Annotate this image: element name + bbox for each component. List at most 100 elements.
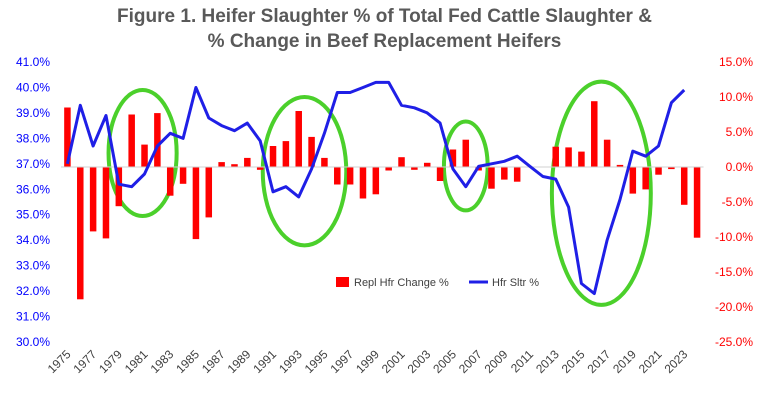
bar-2021 <box>655 167 662 175</box>
x-tick-label: 1991 <box>250 347 279 376</box>
highlight-ellipse-4 <box>549 79 653 307</box>
bar-2000 <box>385 167 392 171</box>
x-tick-label: 1997 <box>327 347 356 376</box>
x-tick-label: 2009 <box>482 347 511 376</box>
x-tick-label: 1989 <box>225 347 254 376</box>
left-tick-label: 40.0% <box>16 80 50 94</box>
x-tick-label: 2011 <box>508 347 536 375</box>
x-tick-label: 2013 <box>533 347 562 376</box>
bar-1986 <box>205 167 213 218</box>
bar-1989 <box>244 157 251 167</box>
left-axis: 30.0% 31.0% 32.0% 33.0% 34.0% 35.0% 36.0% 37.0%… <box>16 55 50 349</box>
left-tick-label: 33.0% <box>16 259 50 273</box>
bar-1990 <box>256 167 264 170</box>
bar-1984 <box>179 167 187 184</box>
x-tick-label: 2005 <box>430 347 459 376</box>
right-tick-label: -15.0% <box>715 265 753 279</box>
x-tick-label: 1977 <box>70 347 99 376</box>
bar-series <box>64 101 701 300</box>
left-tick-label: 35.0% <box>16 208 50 222</box>
right-tick-label: -5.0% <box>722 195 754 209</box>
left-tick-label: 32.0% <box>16 284 50 298</box>
left-tick-label: 41.0% <box>16 55 50 69</box>
left-tick-label: 30.0% <box>16 335 50 349</box>
highlight-ellipse-1 <box>106 88 179 218</box>
bar-1977 <box>89 167 97 232</box>
bar-2001 <box>398 157 405 167</box>
bar-2022 <box>668 167 675 170</box>
right-tick-label: -20.0% <box>715 300 753 314</box>
bar-1995 <box>321 157 328 167</box>
x-tick-label: 1979 <box>96 347 125 376</box>
x-tick-label: 1993 <box>276 347 305 376</box>
right-axis: -25.0% -20.0% -15.0% -10.0% -5.0% 0.0% 5.0% 10.… <box>715 55 753 349</box>
bar-2015 <box>578 151 585 167</box>
right-tick-label: -10.0% <box>715 230 753 244</box>
x-tick-label: 2015 <box>559 347 588 376</box>
right-tick-label: 10.0% <box>719 90 753 104</box>
bar-2010 <box>513 167 521 182</box>
x-tick-label: 2001 <box>379 347 408 376</box>
x-tick-label: 1999 <box>353 347 382 376</box>
legend-label-hfr-sltr: Hfr Sltr % <box>492 277 539 289</box>
x-tick-label: 1981 <box>122 347 151 376</box>
bar-2008 <box>488 167 495 189</box>
bar-2003 <box>423 162 431 167</box>
bar-1999 <box>372 167 380 195</box>
highlight-ellipse-2 <box>260 95 349 248</box>
bar-1994 <box>308 136 315 167</box>
left-tick-label: 36.0% <box>16 182 50 196</box>
x-tick-label: 1987 <box>199 347 228 376</box>
chart-title-line-1: Figure 1. Heifer Slaughter % of Total Fe… <box>117 6 652 27</box>
bar-1993 <box>295 111 302 167</box>
x-tick-label: 2017 <box>584 347 613 376</box>
line-series-hfr-sltr <box>65 80 686 296</box>
x-tick-label: 2021 <box>636 347 665 376</box>
bar-2024 <box>693 167 701 238</box>
bar-2017 <box>603 139 611 167</box>
x-tick-label: 1995 <box>302 347 331 376</box>
bar-1988 <box>231 164 238 167</box>
left-tick-label: 37.0% <box>16 157 50 171</box>
bar-2006 <box>462 139 470 167</box>
bar-2016 <box>591 101 598 167</box>
right-tick-label: -25.0% <box>715 335 753 349</box>
right-tick-label: 5.0% <box>726 125 754 139</box>
x-axis: 1975197719791981198319851987198919911993… <box>45 347 691 376</box>
legend-label-repl-hfr: Repl Hfr Change % <box>354 277 449 289</box>
bar-1978 <box>102 167 110 239</box>
bar-2023 <box>680 167 688 205</box>
x-tick-label: 1975 <box>45 347 74 376</box>
x-tick-label: 1985 <box>173 347 202 376</box>
legend-swatch-repl-hfr <box>336 277 349 287</box>
bar-2020 <box>642 167 649 190</box>
left-tick-label: 31.0% <box>16 310 50 324</box>
right-tick-label: 15.0% <box>719 55 753 69</box>
bar-1997 <box>346 167 354 185</box>
x-tick-label: 2003 <box>405 347 434 376</box>
right-tick-label: 0.0% <box>726 160 754 174</box>
bar-2002 <box>411 167 418 170</box>
bar-2005 <box>449 149 457 167</box>
bar-1998 <box>359 167 367 199</box>
bar-1983 <box>166 167 174 196</box>
bar-2004 <box>436 167 444 181</box>
bar-1976 <box>77 167 84 300</box>
x-tick-label: 2019 <box>610 347 639 376</box>
bar-1987 <box>218 162 225 167</box>
left-tick-label: 38.0% <box>16 131 50 145</box>
x-tick-label: 2007 <box>456 347 485 376</box>
bar-1975 <box>64 107 71 167</box>
bar-2014 <box>565 147 572 167</box>
x-tick-label: 2023 <box>662 347 691 376</box>
left-tick-label: 34.0% <box>16 233 50 247</box>
bar-2018 <box>616 164 624 167</box>
bar-1991 <box>269 146 277 167</box>
legend: Repl Hfr Change % Hfr Sltr % <box>336 277 539 289</box>
bar-2019 <box>629 167 637 194</box>
x-tick-label: 1983 <box>148 347 177 376</box>
bar-1992 <box>282 141 290 167</box>
bar-2013 <box>552 146 559 167</box>
bar-1996 <box>334 167 341 185</box>
